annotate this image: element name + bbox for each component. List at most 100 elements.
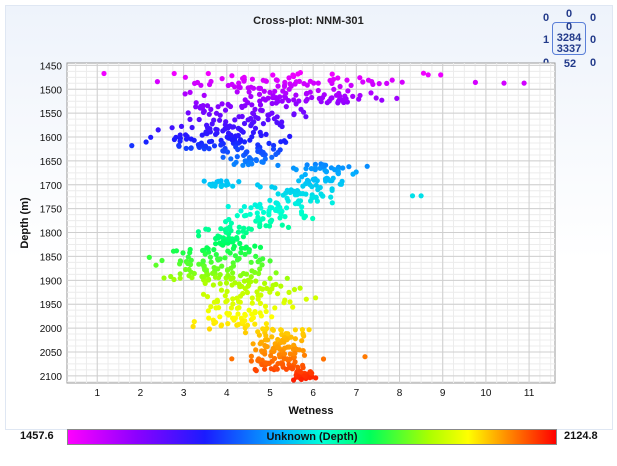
y-tick-label: 1650	[40, 157, 63, 168]
data-point	[241, 120, 248, 127]
data-point	[260, 77, 266, 83]
data-point	[229, 236, 235, 242]
data-point	[208, 304, 214, 310]
data-point	[187, 89, 193, 95]
data-point	[266, 140, 272, 146]
data-point	[234, 213, 240, 219]
data-point	[217, 272, 223, 278]
data-point	[259, 286, 266, 292]
data-point	[235, 146, 241, 153]
data-point	[236, 305, 242, 311]
data-point	[206, 111, 212, 117]
data-point	[290, 304, 296, 310]
y-tick-label: 2100	[40, 372, 63, 383]
y-tick-label: 1800	[40, 229, 63, 240]
data-point	[234, 89, 240, 95]
data-point	[252, 202, 258, 208]
colorbar-max-label: 2124.8	[564, 430, 598, 442]
data-point	[210, 282, 216, 288]
data-point	[284, 275, 290, 281]
x-tick-label: 7	[354, 388, 360, 399]
data-point	[279, 362, 286, 368]
data-point	[274, 344, 280, 350]
data-point	[220, 238, 226, 244]
data-point	[228, 220, 234, 226]
data-point	[310, 215, 316, 222]
data-point	[212, 182, 218, 188]
data-point	[304, 96, 310, 102]
data-point	[192, 80, 198, 86]
data-point	[250, 341, 256, 347]
data-point	[254, 210, 260, 216]
data-point	[257, 266, 263, 272]
data-point	[420, 70, 427, 76]
data-point	[269, 217, 275, 223]
y-tick-label: 1700	[40, 181, 63, 192]
data-point	[195, 142, 201, 148]
data-point	[270, 93, 276, 99]
data-point	[299, 338, 305, 344]
count-top-right: 0	[589, 12, 597, 24]
data-point	[246, 249, 252, 255]
data-point	[274, 114, 280, 120]
data-point	[291, 377, 297, 383]
data-point	[248, 159, 254, 166]
data-point	[501, 80, 507, 86]
data-point	[240, 234, 246, 240]
data-point	[224, 180, 230, 186]
data-point	[283, 90, 289, 96]
data-point	[379, 97, 385, 103]
data-point	[365, 77, 372, 83]
data-point	[249, 102, 255, 108]
data-point	[245, 117, 251, 123]
data-point	[241, 139, 248, 145]
data-point	[200, 103, 206, 109]
data-point	[300, 331, 306, 337]
data-point	[276, 352, 282, 358]
data-point	[275, 162, 281, 168]
data-point	[357, 92, 363, 99]
data-point	[237, 137, 244, 143]
data-point	[205, 70, 211, 77]
data-point	[307, 375, 313, 381]
data-point	[187, 116, 193, 122]
data-point	[296, 347, 303, 353]
data-point	[298, 191, 304, 197]
data-point	[287, 351, 293, 357]
data-point	[232, 117, 238, 123]
data-point	[248, 259, 254, 265]
data-point	[329, 200, 335, 206]
count-mid-right: 0	[589, 34, 597, 46]
data-point	[291, 97, 297, 103]
data-point	[287, 299, 293, 305]
data-point	[272, 88, 278, 94]
data-point	[269, 100, 275, 107]
data-point	[168, 273, 174, 280]
data-point	[264, 337, 271, 343]
data-point	[240, 162, 246, 168]
data-point	[279, 119, 285, 125]
count-center-mid: 3284	[556, 32, 582, 44]
data-point	[362, 354, 368, 360]
data-point	[250, 110, 256, 116]
data-point	[249, 300, 255, 306]
data-point	[293, 101, 299, 107]
data-point	[240, 290, 246, 297]
data-point	[295, 364, 301, 370]
count-mid-left: 1	[542, 34, 550, 46]
data-point	[275, 336, 281, 343]
data-point	[258, 292, 264, 298]
data-point	[248, 205, 254, 211]
data-point	[201, 178, 207, 184]
data-point	[236, 281, 242, 287]
data-point	[226, 216, 232, 223]
data-point	[309, 184, 315, 190]
data-point	[215, 266, 221, 272]
data-point	[196, 233, 202, 239]
data-point	[189, 124, 195, 131]
data-point	[303, 91, 309, 97]
data-point	[253, 218, 259, 224]
data-point	[223, 299, 229, 305]
data-point	[235, 321, 242, 328]
x-tick-label: 9	[440, 388, 446, 399]
